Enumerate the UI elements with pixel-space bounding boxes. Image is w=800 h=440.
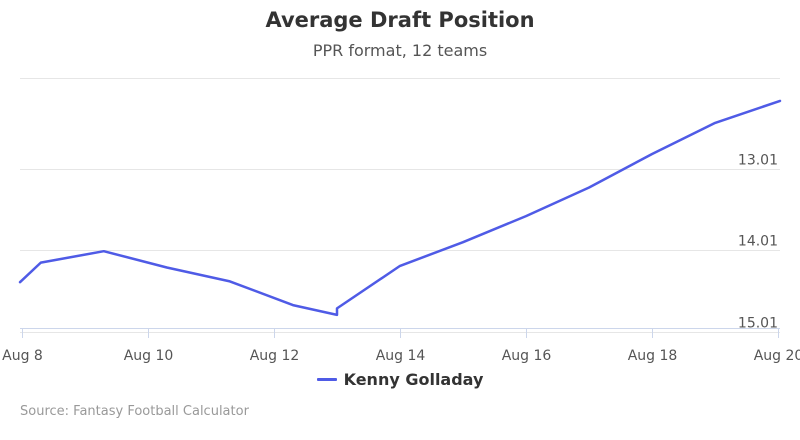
chart-title: Average Draft Position [265, 8, 535, 32]
x-tick-label: Aug 12 [250, 348, 300, 364]
series-layer [18, 99, 782, 317]
chart-subtitle: PPR format, 12 teams [312, 41, 488, 60]
series-line-kenny-golladay [18, 99, 782, 317]
y-tick-label: 15.01 [738, 316, 778, 332]
x-tick-label: Aug 10 [124, 348, 174, 364]
legend-swatch [316, 378, 337, 381]
tick-labels: 13.01 14.01 15.01 Aug 8 Aug 10 Aug 12 Aug 14 Au… [2, 153, 800, 365]
y-tick-label: 13.01 [738, 153, 778, 169]
x-tick-label: Aug 20 [754, 348, 800, 364]
credits[interactable]: Source: Fantasy Football Calculator [20, 404, 249, 419]
x-axis [20, 328, 780, 338]
y-tick-label: 14.01 [738, 234, 778, 250]
x-tick-label: Aug 16 [502, 348, 552, 364]
legend-item-label[interactable]: Kenny Golladay [343, 370, 484, 389]
x-tick-label: Aug 18 [628, 348, 678, 364]
x-tick-label: Aug 8 [2, 348, 43, 364]
grid-layer [20, 78, 780, 333]
legend[interactable]: Kenny Golladay [0, 370, 800, 389]
x-tick-label: Aug 14 [376, 348, 426, 364]
